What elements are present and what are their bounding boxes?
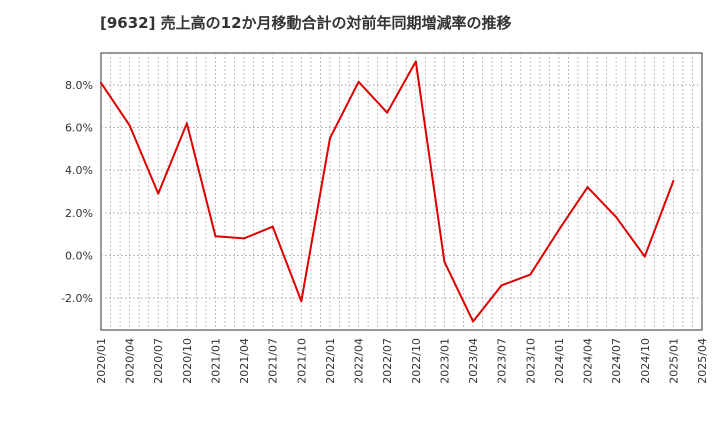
data-point	[185, 122, 188, 125]
x-tick-label: 2023/07	[496, 338, 509, 384]
y-tick-label: 6.0%	[65, 122, 93, 135]
data-point	[271, 225, 274, 228]
x-tick-label: 2021/07	[267, 338, 280, 384]
x-tick-label: 2020/01	[95, 338, 108, 384]
data-point	[328, 137, 331, 140]
x-tick-label: 2024/07	[610, 338, 623, 384]
plot-area	[100, 52, 703, 331]
x-tick-label: 2020/10	[181, 338, 194, 384]
x-tick-label: 2023/10	[524, 338, 537, 384]
x-tick-label: 2024/04	[582, 338, 595, 384]
x-tick-label: 2020/04	[124, 338, 137, 384]
data-point	[500, 284, 503, 287]
data-point	[100, 81, 102, 84]
chart-title: [9632] 売上高の12か月移動合計の対前年同期増減率の推移	[100, 14, 512, 32]
x-tick-label: 2025/04	[696, 338, 709, 384]
x-tick-label: 2021/01	[209, 338, 222, 384]
x-tick-label: 2021/10	[295, 338, 308, 384]
x-tick-label: 2022/01	[324, 338, 337, 384]
data-point	[586, 186, 589, 189]
y-tick-label: 8.0%	[65, 79, 93, 92]
x-tick-label: 2023/04	[467, 338, 480, 384]
y-tick-label: 4.0%	[65, 164, 93, 177]
data-point	[529, 273, 532, 276]
data-point	[357, 80, 360, 83]
x-tick-label: 2022/10	[410, 338, 423, 384]
x-tick-label: 2023/01	[438, 338, 451, 384]
data-point	[472, 320, 475, 323]
data-point	[615, 216, 618, 219]
x-tick-label: 2022/07	[381, 338, 394, 384]
x-tick-label: 2022/04	[353, 338, 366, 384]
x-tick-label: 2020/07	[152, 338, 165, 384]
x-tick-label: 2025/01	[667, 338, 680, 384]
y-tick-label: 2.0%	[65, 207, 93, 220]
data-point	[243, 237, 246, 240]
data-point	[386, 111, 389, 114]
y-tick-label: -2.0%	[61, 292, 93, 305]
y-tick-label: 0.0%	[65, 249, 93, 262]
x-tick-label: 2024/01	[553, 338, 566, 384]
data-point	[557, 228, 560, 231]
data-point	[414, 60, 417, 63]
data-point	[672, 179, 675, 182]
x-tick-label: 2021/04	[238, 338, 251, 384]
data-point	[300, 300, 303, 303]
data-point	[128, 124, 131, 127]
data-point	[443, 260, 446, 263]
data-point	[214, 235, 217, 238]
data-point	[157, 192, 160, 195]
x-tick-label: 2024/10	[639, 338, 652, 384]
data-point	[643, 255, 646, 258]
